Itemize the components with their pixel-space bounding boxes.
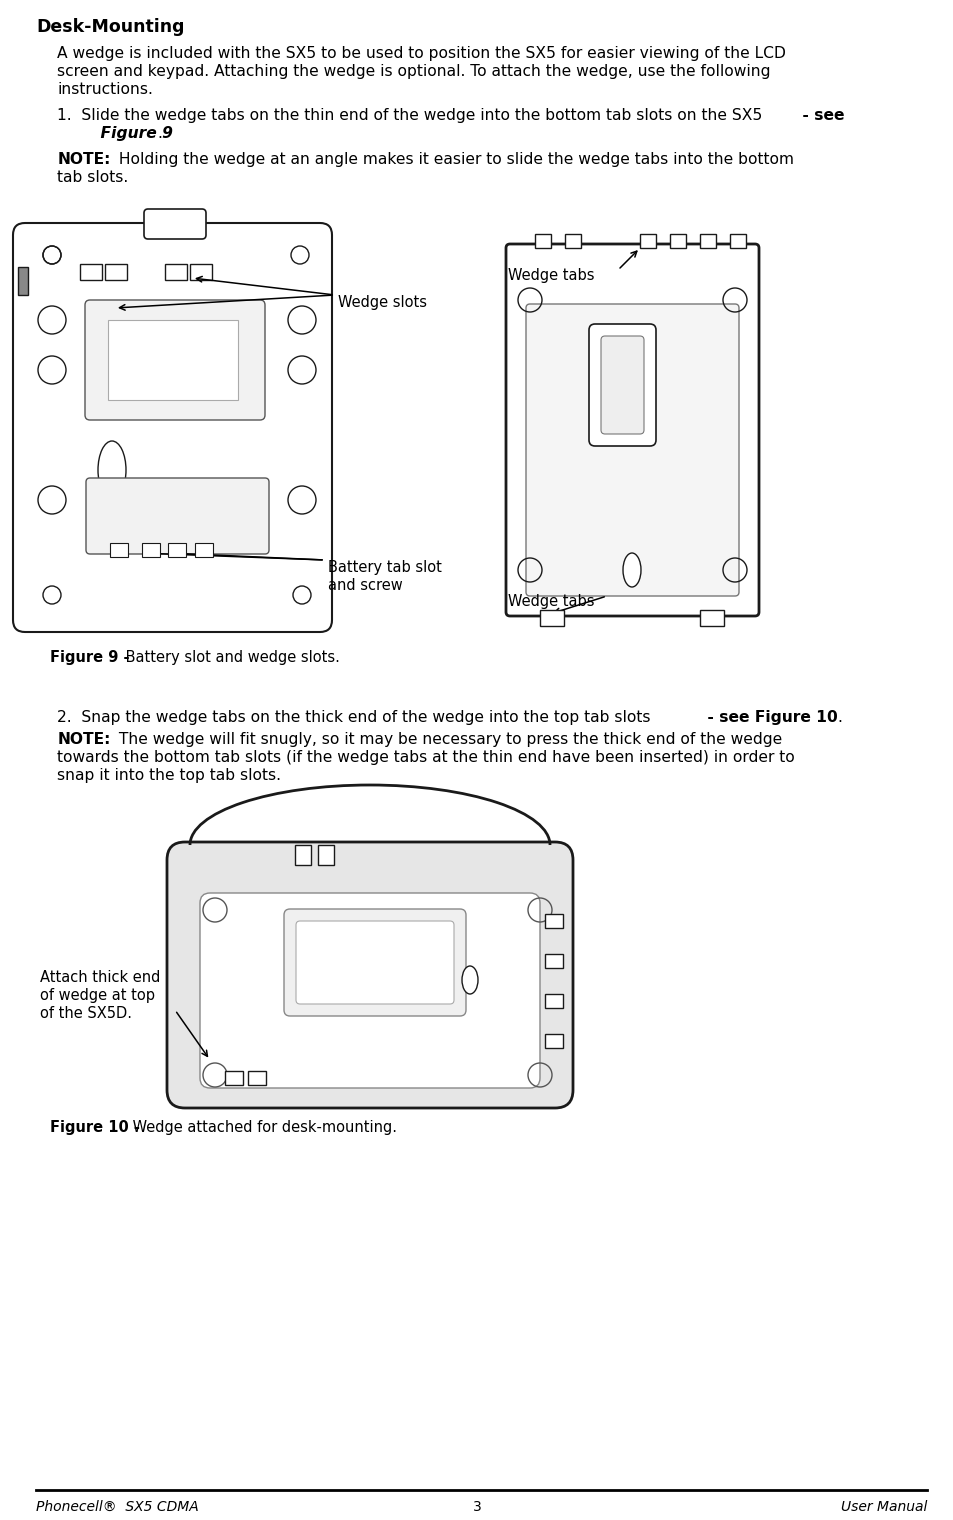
Text: Holding the wedge at an angle makes it easier to slide the wedge tabs into the b: Holding the wedge at an angle makes it e… xyxy=(114,152,794,167)
Text: tab slots.: tab slots. xyxy=(57,170,129,185)
Bar xyxy=(248,1072,266,1085)
Text: Desk-Mounting: Desk-Mounting xyxy=(36,18,185,36)
Bar xyxy=(544,914,562,929)
Bar xyxy=(165,264,187,280)
Bar xyxy=(669,234,685,248)
Text: NOTE:: NOTE: xyxy=(57,152,111,167)
FancyBboxPatch shape xyxy=(167,842,573,1108)
Text: of the SX5D.: of the SX5D. xyxy=(40,1006,132,1021)
Bar xyxy=(225,1072,243,1085)
Bar xyxy=(110,543,128,556)
Text: Wedge slots: Wedge slots xyxy=(337,295,427,310)
Bar xyxy=(194,543,213,556)
Text: - see Figure 10: - see Figure 10 xyxy=(701,710,837,725)
Text: Wedge tabs: Wedge tabs xyxy=(507,268,594,283)
Text: instructions.: instructions. xyxy=(57,82,152,97)
FancyBboxPatch shape xyxy=(295,921,454,1005)
FancyBboxPatch shape xyxy=(600,336,643,435)
Bar xyxy=(168,543,186,556)
Text: Figure 9 -: Figure 9 - xyxy=(51,651,130,666)
Text: NOTE:: NOTE: xyxy=(57,733,111,746)
Text: towards the bottom tab slots (if the wedge tabs at the thin end have been insert: towards the bottom tab slots (if the wed… xyxy=(57,749,794,765)
FancyBboxPatch shape xyxy=(505,245,759,616)
Text: Figure 10 -: Figure 10 - xyxy=(51,1120,140,1135)
Text: 2.  Snap the wedge tabs on the thick end of the wedge into the top tab slots: 2. Snap the wedge tabs on the thick end … xyxy=(57,710,650,725)
Bar xyxy=(108,321,237,400)
Text: .: . xyxy=(157,126,162,141)
Bar xyxy=(539,610,563,626)
Text: Figure 9: Figure 9 xyxy=(79,126,172,141)
Bar xyxy=(729,234,745,248)
Text: A wedge is included with the SX5 to be used to position the SX5 for easier viewi: A wedge is included with the SX5 to be u… xyxy=(57,46,785,61)
Bar xyxy=(544,994,562,1008)
Text: Phonecell®  SX5 CDMA: Phonecell® SX5 CDMA xyxy=(36,1500,199,1514)
Text: screen and keypad. Attaching the wedge is optional. To attach the wedge, use the: screen and keypad. Attaching the wedge i… xyxy=(57,64,770,79)
Bar xyxy=(80,264,102,280)
Text: Battery slot and wedge slots.: Battery slot and wedge slots. xyxy=(121,651,340,666)
Text: snap it into the top tab slots.: snap it into the top tab slots. xyxy=(57,768,281,783)
Ellipse shape xyxy=(622,553,640,587)
Text: Wedge attached for desk-mounting.: Wedge attached for desk-mounting. xyxy=(128,1120,396,1135)
Bar xyxy=(105,264,127,280)
Bar xyxy=(700,234,716,248)
Text: Wedge tabs: Wedge tabs xyxy=(507,594,594,610)
Text: - see: - see xyxy=(797,108,843,123)
FancyBboxPatch shape xyxy=(284,909,465,1015)
Bar xyxy=(544,955,562,968)
Bar xyxy=(639,234,656,248)
FancyBboxPatch shape xyxy=(13,223,332,632)
FancyBboxPatch shape xyxy=(200,894,539,1088)
Bar xyxy=(142,543,160,556)
FancyBboxPatch shape xyxy=(144,210,206,239)
Text: Attach thick end: Attach thick end xyxy=(40,970,160,985)
Text: of wedge at top: of wedge at top xyxy=(40,988,154,1003)
Ellipse shape xyxy=(98,441,126,499)
Ellipse shape xyxy=(98,321,126,378)
Ellipse shape xyxy=(461,967,477,994)
FancyBboxPatch shape xyxy=(525,304,739,596)
FancyBboxPatch shape xyxy=(588,324,656,445)
Text: User Manual: User Manual xyxy=(840,1500,926,1514)
Bar xyxy=(700,610,723,626)
Bar xyxy=(294,845,311,865)
Text: The wedge will fit snugly, so it may be necessary to press the thick end of the : The wedge will fit snugly, so it may be … xyxy=(114,733,781,746)
Text: Battery tab slot: Battery tab slot xyxy=(328,559,441,575)
Bar xyxy=(190,264,212,280)
Text: .: . xyxy=(837,710,841,725)
Text: 3: 3 xyxy=(472,1500,481,1514)
FancyBboxPatch shape xyxy=(85,299,265,420)
Bar xyxy=(544,1034,562,1047)
Bar xyxy=(317,845,334,865)
FancyBboxPatch shape xyxy=(86,477,269,553)
Bar xyxy=(535,234,551,248)
Text: 1.  Slide the wedge tabs on the thin end of the wedge into the bottom tab slots : 1. Slide the wedge tabs on the thin end … xyxy=(57,108,761,123)
Bar xyxy=(564,234,580,248)
Text: and screw: and screw xyxy=(328,578,402,593)
Bar xyxy=(18,268,28,295)
